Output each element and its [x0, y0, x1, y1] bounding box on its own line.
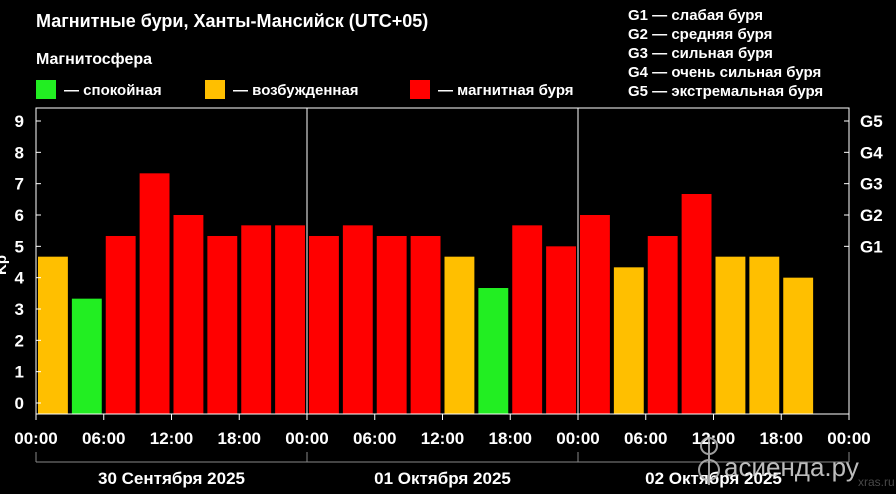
- g-tick-label: G5: [860, 112, 883, 131]
- x-tick-label: 12:00: [150, 429, 193, 448]
- bar: [207, 235, 238, 414]
- day-label: 30 Сентября 2025: [98, 469, 245, 488]
- bar: [613, 267, 644, 414]
- y-tick-label: 5: [15, 237, 24, 256]
- x-tick-label: 00:00: [14, 429, 57, 448]
- bar: [309, 235, 339, 414]
- bar: [173, 215, 204, 414]
- day-label: 01 Октября 2025: [374, 469, 511, 488]
- g-tick-label: G4: [860, 143, 883, 162]
- watermark: асиенда.ру xras.ru: [698, 437, 895, 489]
- chart-title: Магнитные бури, Ханты-Мансийск (UTC+05): [36, 11, 428, 31]
- g-scale-item: G4 — очень сильная буря: [628, 64, 821, 81]
- bar: [647, 235, 678, 414]
- bar: [342, 225, 373, 414]
- x-tick-label: 00:00: [285, 429, 328, 448]
- legend-title: Магнитосфера: [36, 51, 152, 68]
- bar: [512, 225, 543, 414]
- g-tick-label: G1: [860, 237, 883, 256]
- y-tick-label: 2: [15, 331, 24, 350]
- y-tick-label: 3: [15, 300, 24, 319]
- bar: [105, 235, 136, 414]
- y-tick-label: 0: [15, 394, 24, 413]
- watermark-site: асиенда.ру: [724, 452, 859, 482]
- bar: [580, 215, 610, 414]
- x-tick-label: 18:00: [489, 429, 532, 448]
- x-tick-label: 00:00: [556, 429, 599, 448]
- axes: 0 1 2 3 4 5 6 7 8 9 G1 G2 G3 G4 G5 00:00 06:00 12:00 18:00…: [14, 107, 883, 488]
- watermark-logo-icon: [698, 437, 720, 485]
- g-scale-item: G5 — экстремальная буря: [628, 83, 823, 100]
- y-tick-label: 8: [15, 143, 24, 162]
- bar: [410, 235, 441, 414]
- x-tick-label: 18:00: [760, 429, 803, 448]
- bar: [444, 256, 475, 414]
- y-tick-label: 7: [15, 175, 24, 194]
- bar: [783, 277, 814, 414]
- y-tick-label: 9: [15, 112, 24, 131]
- legend-label: — возбужденная: [233, 82, 359, 99]
- watermark-faint: xras.ru: [858, 475, 895, 489]
- legend-label: — магнитная буря: [438, 82, 574, 99]
- y-tick-label: 4: [15, 269, 25, 288]
- x-tick-label: 06:00: [82, 429, 125, 448]
- bar: [38, 256, 68, 414]
- bar: [478, 288, 509, 414]
- x-tick-label: 06:00: [624, 429, 667, 448]
- bar: [376, 235, 407, 414]
- y-axis-label: Kp: [0, 255, 10, 275]
- legend-swatch: [36, 80, 56, 99]
- bar: [749, 256, 780, 414]
- y-tick-label: 1: [15, 363, 24, 382]
- legend: — спокойная — возбужденная — магнитная бур…: [36, 80, 574, 99]
- legend-label: — спокойная: [64, 82, 162, 99]
- bar: [275, 225, 305, 414]
- g-tick-label: G3: [860, 175, 883, 194]
- g-tick-label: G2: [860, 206, 883, 225]
- bar: [715, 256, 746, 414]
- legend-swatch: [205, 80, 225, 99]
- legend-swatch: [410, 80, 430, 99]
- bar: [139, 173, 170, 414]
- g-scale-legend: G1 — слабая буря G2 — средняя буря G3 — си…: [628, 7, 823, 100]
- x-tick-label: 12:00: [421, 429, 464, 448]
- bar: [681, 194, 712, 414]
- y-tick-label: 6: [15, 206, 24, 225]
- bar: [241, 225, 272, 414]
- x-tick-label: 18:00: [218, 429, 261, 448]
- g-scale-item: G1 — слабая буря: [628, 7, 763, 24]
- bars: [38, 173, 814, 414]
- x-tick-label: 06:00: [353, 429, 396, 448]
- g-scale-item: G3 — сильная буря: [628, 45, 773, 62]
- g-scale-item: G2 — средняя буря: [628, 26, 772, 43]
- bar: [71, 298, 102, 414]
- x-tick-label: 00:00: [827, 429, 870, 448]
- bar: [546, 246, 576, 414]
